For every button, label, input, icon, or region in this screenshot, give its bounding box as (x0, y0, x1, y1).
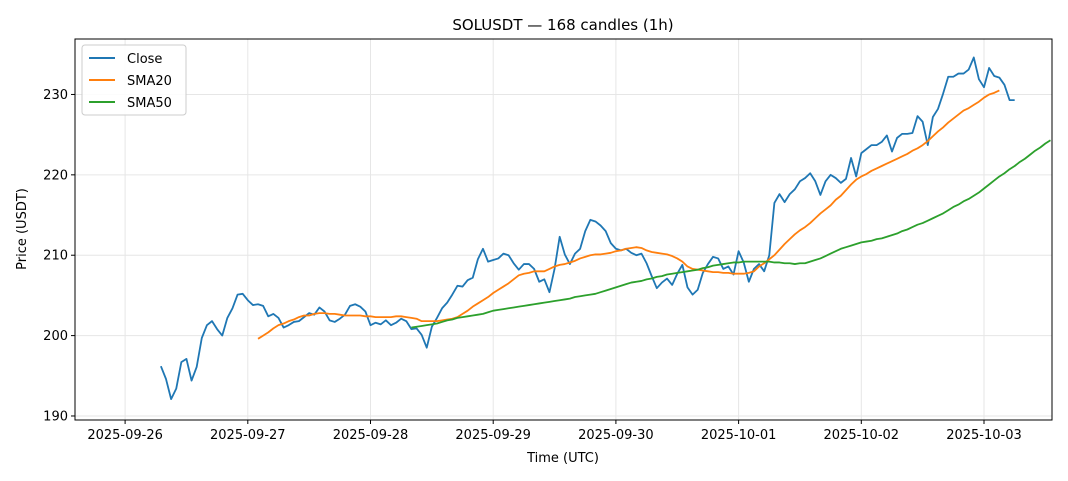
x-tick-label: 2025-10-01 (701, 428, 777, 443)
x-tick-label: 2025-09-26 (87, 428, 163, 443)
y-tick-label: 210 (43, 249, 68, 264)
y-tick-label: 200 (43, 329, 68, 344)
x-tick-label: 2025-09-30 (578, 428, 654, 443)
y-tick-label: 190 (43, 409, 68, 424)
legend: Close SMA20 SMA50 (81, 44, 187, 116)
series-layer (160, 56, 1051, 401)
legend-label-sma50: SMA50 (127, 96, 172, 111)
x-tick-label: 2025-09-28 (333, 428, 409, 443)
series-line-sma20 (257, 89, 1000, 340)
x-tick-label: 2025-10-03 (946, 428, 1022, 443)
x-axis: 2025-09-26 2025-09-27 2025-09-28 2025-09-29… (87, 420, 1022, 443)
x-tick-label: 2025-09-29 (455, 428, 531, 443)
series-line-close (160, 56, 1015, 401)
x-axis-title: Time (UTC) (526, 451, 599, 466)
legend-box (81, 44, 187, 116)
y-tick-label: 230 (43, 88, 68, 103)
chart-title: SOLUSDT — 168 candles (1h) (452, 16, 673, 34)
x-tick-label: 2025-09-27 (210, 428, 286, 443)
series-line-sma50 (411, 139, 1051, 329)
y-tick-label: 220 (43, 168, 68, 183)
y-axis-title: Price (USDT) (15, 188, 30, 270)
y-axis: 190 200 210 220 230 (43, 88, 75, 424)
plot-frame (74, 38, 1053, 421)
x-tick-label: 2025-10-02 (824, 428, 900, 443)
legend-label-close: Close (127, 52, 162, 67)
legend-label-sma20: SMA20 (127, 74, 172, 89)
